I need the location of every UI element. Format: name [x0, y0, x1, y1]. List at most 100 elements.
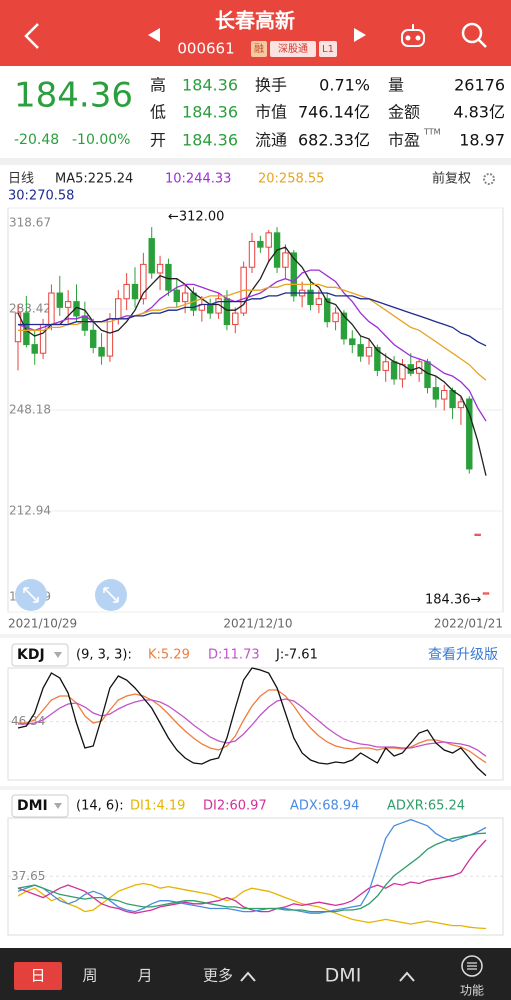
indicator-line — [18, 292, 487, 347]
indicator-line — [17, 246, 487, 476]
stat-value: 184.36 — [182, 103, 238, 122]
next-stock[interactable] — [354, 28, 366, 42]
y-tick-label: 283.42 — [9, 302, 51, 316]
y-tick-label: 212.94 — [9, 503, 51, 517]
indicator-line — [17, 839, 487, 914]
robot-icon[interactable] — [401, 24, 425, 47]
badge: 融 — [254, 43, 264, 55]
candle-body — [165, 263, 172, 291]
legend-entry: K:5.29 — [148, 648, 190, 663]
badge-box — [251, 41, 267, 57]
upgrade-link[interactable]: 查看升级版 — [428, 647, 498, 663]
candle-body — [441, 389, 448, 400]
badge-box — [270, 41, 316, 57]
badge-box — [319, 41, 337, 57]
tab[interactable]: 日 — [30, 967, 45, 985]
candle-body — [207, 303, 214, 314]
candle-body — [424, 361, 431, 389]
stat-label: 高 — [150, 76, 166, 95]
candle-body — [457, 401, 465, 409]
indicator-params: (14, 6): — [76, 799, 124, 814]
candle-body — [148, 238, 155, 274]
candle-body — [31, 344, 38, 354]
y-tick-label: 248.18 — [9, 403, 51, 417]
candle-body — [432, 387, 440, 400]
zoom-icon — [103, 587, 119, 603]
candle-body — [365, 346, 373, 357]
prev-stock[interactable] — [148, 28, 160, 42]
candle-body — [290, 252, 297, 297]
candle-body — [14, 312, 22, 343]
candle-body — [282, 252, 289, 268]
indicator-tab[interactable]: DMI — [325, 965, 362, 987]
back-button[interactable] — [24, 23, 39, 49]
dropdown-arrow — [54, 803, 62, 809]
dropdown-arrow — [54, 652, 62, 658]
candle-body — [390, 361, 398, 380]
indicator-line — [17, 882, 487, 930]
candle-body — [140, 263, 147, 300]
candle-body — [357, 344, 364, 357]
y-tick-label: 318.67 — [9, 216, 51, 230]
indicator-name: KDJ — [17, 647, 45, 663]
candle-body — [382, 361, 389, 371]
stat-label: 换手 — [255, 76, 287, 95]
tab[interactable]: 月 — [137, 967, 152, 985]
settings-icon[interactable] — [483, 173, 495, 185]
period: 日线 — [8, 172, 34, 187]
candle-body — [181, 292, 189, 303]
legend-entry: DI2:60.97 — [203, 799, 267, 814]
candle-body — [257, 240, 264, 248]
badge: 深股通 — [278, 43, 308, 55]
candle-body — [56, 292, 63, 308]
stat-label: 低 — [150, 103, 166, 122]
candle-body — [115, 298, 122, 320]
stat-value: 746.14亿 — [298, 103, 370, 122]
indicator-arrow[interactable] — [399, 971, 415, 982]
candle-body — [81, 315, 89, 331]
candle-body — [340, 312, 348, 340]
badge: L1 — [322, 44, 334, 55]
stat-value: 18.97 — [459, 131, 505, 150]
legend-entry: ADXR:65.24 — [387, 799, 465, 814]
candle-body — [315, 298, 323, 305]
separator — [0, 158, 511, 165]
separator — [0, 634, 511, 638]
stat-label: 市盈 — [388, 131, 420, 150]
candle-body — [307, 289, 314, 305]
indicator-select[interactable] — [11, 794, 69, 818]
candle-body — [131, 283, 139, 300]
indicator-select[interactable] — [11, 643, 69, 667]
stat-sup: TTM — [423, 128, 441, 137]
candle-body — [173, 289, 180, 303]
tab-active[interactable] — [14, 962, 62, 990]
candle-body — [123, 283, 130, 300]
adjust-button[interactable]: 前复权 — [432, 171, 471, 187]
stat-value: 0.71% — [319, 76, 370, 95]
function-icon[interactable] — [461, 955, 483, 977]
indicator-line — [18, 698, 487, 757]
stock-code: 000661 — [177, 40, 234, 58]
change: -20.48 — [14, 132, 59, 148]
tab[interactable]: 周 — [82, 967, 97, 985]
candle-body — [223, 298, 231, 326]
search-icon[interactable] — [461, 22, 487, 48]
stat-value: 26176 — [454, 76, 505, 95]
date-label: 2022/01/21 — [434, 617, 503, 631]
date-label: 2021/10/29 — [8, 617, 77, 631]
indicator-line — [18, 689, 487, 764]
stat-label: 流通 — [255, 131, 287, 150]
candle-body — [106, 318, 114, 357]
stock-name: 长春高新 — [215, 9, 295, 33]
stat-value: 184.36 — [182, 76, 238, 95]
stat-label: 开 — [150, 131, 166, 150]
function-icon-lines — [467, 962, 477, 970]
function-label[interactable]: 功能 — [460, 984, 484, 998]
more-tab[interactable]: 更多 — [203, 967, 233, 985]
bottom-nav — [0, 948, 511, 1000]
indicator-line — [17, 818, 487, 914]
candle-body — [39, 324, 47, 354]
candle-body — [98, 346, 105, 357]
separator — [0, 786, 511, 790]
candle-body — [232, 312, 239, 326]
